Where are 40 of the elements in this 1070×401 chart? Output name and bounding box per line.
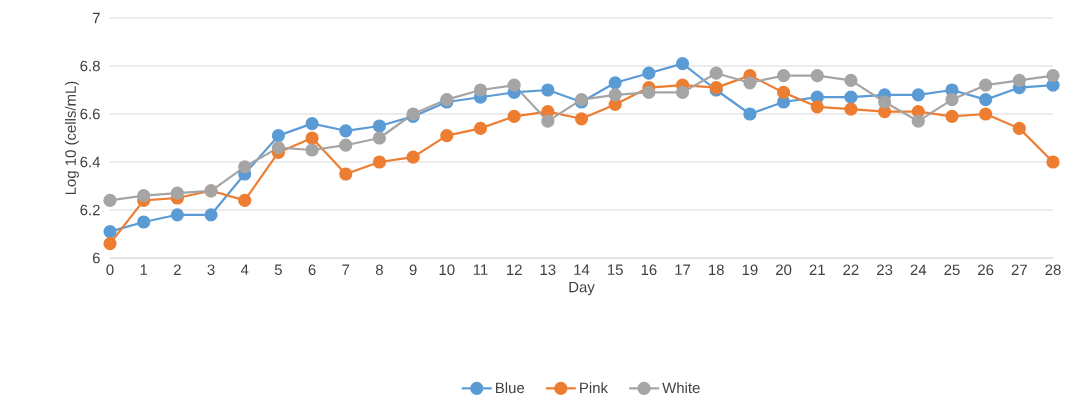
y-tick-label: 7 xyxy=(92,12,100,24)
x-tick-label: 6 xyxy=(308,264,316,276)
y-tick-label: 6.4 xyxy=(80,156,101,168)
x-tick-label: 7 xyxy=(342,264,350,275)
x-tick-label: 14 xyxy=(574,264,590,275)
x-tick-label: 27 xyxy=(1011,264,1027,275)
x-tick-label: 23 xyxy=(877,264,893,276)
x-tick-label: 1 xyxy=(140,264,148,275)
x-tick-label: 8 xyxy=(375,264,383,276)
legend-label: Pink xyxy=(580,382,608,394)
x-tick-label: 28 xyxy=(1045,264,1061,276)
x-tick-label: 3 xyxy=(207,264,215,276)
x-tick-label: 4 xyxy=(240,264,249,275)
x-tick-label: 24 xyxy=(910,264,927,275)
y-tick-label: 6.6 xyxy=(80,108,100,120)
x-tick-label: 5 xyxy=(274,264,282,275)
x-tick-label: 16 xyxy=(641,264,657,276)
x-tick-label: 19 xyxy=(742,264,758,276)
x-tick-label: 13 xyxy=(540,264,556,276)
x-tick-label: 22 xyxy=(843,264,859,275)
x-tick-label: 15 xyxy=(608,264,623,275)
y-tick-label: 6.8 xyxy=(80,60,100,72)
x-tick-label: 20 xyxy=(776,264,792,276)
x-tick-label: 12 xyxy=(506,264,522,275)
x-tick-label: 17 xyxy=(675,264,691,275)
x-tick-label: 9 xyxy=(409,264,417,276)
x-tick-label: 0 xyxy=(106,264,114,276)
x-tick-label: 26 xyxy=(978,264,994,276)
x-tick-label: 10 xyxy=(439,264,455,276)
x-tick-label: 25 xyxy=(944,264,960,276)
x-tick-label: 21 xyxy=(809,264,825,275)
x-axis-title: Day xyxy=(569,281,595,296)
x-tick-label: 18 xyxy=(709,264,724,276)
legend-label: Blue xyxy=(496,382,525,394)
legend-label: White xyxy=(662,382,700,394)
y-tick-label: 6 xyxy=(92,252,100,264)
y-tick-label: 6.2 xyxy=(80,204,100,216)
y-axis-title: Log 10 (cells/mL) xyxy=(64,81,79,195)
x-tick-label: 11 xyxy=(473,264,488,275)
x-tick-label: 2 xyxy=(173,264,181,275)
